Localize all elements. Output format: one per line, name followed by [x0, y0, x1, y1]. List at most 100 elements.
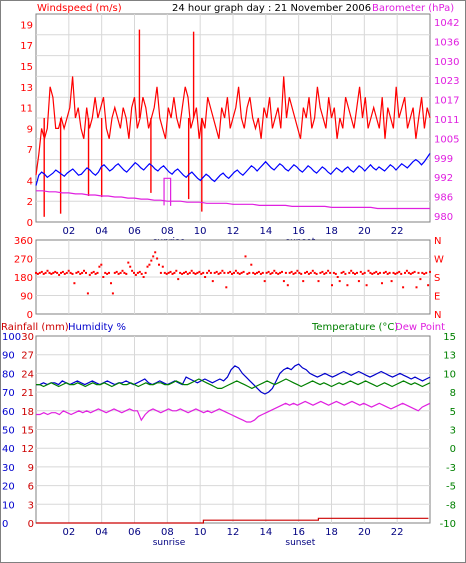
direction-point — [175, 269, 178, 272]
tick-label-humidity: 100 — [2, 332, 21, 343]
tick-label-direction: 360 — [14, 236, 33, 247]
direction-point — [156, 257, 159, 260]
tick-label-windspeed: 19 — [20, 20, 33, 31]
direction-point — [263, 280, 266, 283]
direction-point — [190, 269, 193, 272]
direction-point — [209, 271, 212, 274]
direction-point — [65, 271, 68, 274]
tick-label-barometer: 1005 — [434, 134, 459, 145]
direction-point — [61, 270, 64, 273]
direction-point — [427, 284, 430, 287]
direction-point — [284, 271, 287, 274]
direction-point — [321, 270, 324, 273]
direction-point — [296, 269, 299, 272]
direction-point — [46, 269, 49, 272]
direction-point — [379, 271, 381, 274]
direction-point — [163, 271, 166, 274]
direction-point — [54, 270, 57, 273]
direction-point — [58, 273, 61, 276]
rainfall-label: Rainfall (mm) — [1, 322, 69, 333]
direction-point — [329, 271, 332, 274]
direction-point — [338, 280, 341, 283]
direction-point — [83, 269, 85, 272]
tick-label-rainfall: 9 — [28, 463, 34, 474]
direction-point — [392, 271, 395, 274]
tick-label-humidity: 90 — [2, 351, 15, 362]
direction-point — [254, 272, 257, 275]
tick-label-barometer: 1042 — [434, 18, 459, 29]
x-tick-label: 16 — [292, 226, 305, 237]
direction-point — [173, 271, 176, 274]
direction-point — [390, 280, 393, 283]
direction-point — [196, 271, 199, 274]
tick-label-barometer: 1030 — [434, 57, 459, 68]
direction-point — [381, 282, 383, 285]
tick-label-rainfall: 12 — [21, 444, 34, 455]
direction-point — [402, 286, 405, 289]
direction-point — [282, 280, 285, 283]
direction-point — [152, 255, 155, 258]
direction-point — [192, 271, 195, 274]
direction-point — [267, 270, 270, 273]
direction-point — [52, 271, 55, 274]
direction-point — [219, 271, 222, 274]
direction-point — [309, 271, 312, 274]
direction-point — [365, 284, 368, 287]
tick-label-compass: N — [434, 236, 441, 247]
tick-label-rainfall: 30 — [21, 332, 34, 343]
direction-point — [336, 276, 339, 278]
tick-label-temperature: 0 — [450, 444, 456, 455]
direction-point — [411, 271, 414, 274]
direction-point — [384, 270, 387, 273]
series-line-barometer — [36, 190, 430, 210]
direction-point — [265, 271, 268, 274]
direction-point — [277, 272, 280, 275]
dynamic-layer: 1917151311974201042103610301023101710111… — [2, 13, 459, 548]
direction-point — [183, 271, 185, 274]
direction-point — [167, 271, 170, 274]
direction-point — [129, 265, 132, 268]
direction-point — [425, 271, 428, 274]
direction-point — [273, 269, 276, 272]
direction-point — [215, 270, 218, 273]
tick-label-humidity: 70 — [2, 388, 15, 399]
direction-point — [125, 272, 128, 275]
tick-label-temperature: 10 — [443, 369, 456, 380]
tick-label-temperature: -3 — [446, 463, 456, 474]
x-tick-label: 10 — [194, 226, 207, 237]
direction-point — [290, 270, 293, 273]
direction-point — [92, 270, 95, 273]
direction-point — [373, 271, 376, 274]
direction-point — [181, 272, 184, 275]
direction-point — [75, 271, 78, 274]
direction-point — [223, 271, 226, 274]
direction-point — [177, 278, 180, 281]
tick-label-humidity: 40 — [2, 444, 15, 455]
tick-label-windspeed: 7 — [27, 145, 33, 156]
direction-point — [298, 271, 301, 274]
direction-point — [48, 271, 51, 274]
direction-point — [313, 271, 316, 274]
direction-point — [198, 270, 201, 273]
direction-point — [202, 271, 205, 274]
tick-label-barometer: 1036 — [434, 37, 459, 48]
x-tick-label: 02 — [62, 226, 75, 237]
direction-point — [279, 271, 282, 274]
tick-label-direction: 90 — [20, 292, 33, 303]
direction-point — [306, 270, 308, 273]
tick-label-windspeed: 9 — [27, 124, 33, 135]
direction-point — [307, 272, 310, 275]
tick-label-temperature: 15 — [443, 332, 456, 343]
tick-label-windspeed: 13 — [20, 83, 33, 94]
x-tick-label: 02 — [62, 527, 75, 538]
tick-label-direction: 180 — [14, 273, 33, 284]
tick-label-humidity: 20 — [2, 482, 15, 493]
tick-label-barometer: 1023 — [434, 76, 459, 87]
direction-point — [171, 272, 174, 275]
tick-label-compass: S — [434, 273, 440, 284]
x-tick-label: 04 — [95, 527, 108, 538]
barometer-spike — [163, 177, 172, 206]
series-line-windspeed — [35, 76, 431, 176]
direction-point — [257, 270, 260, 273]
